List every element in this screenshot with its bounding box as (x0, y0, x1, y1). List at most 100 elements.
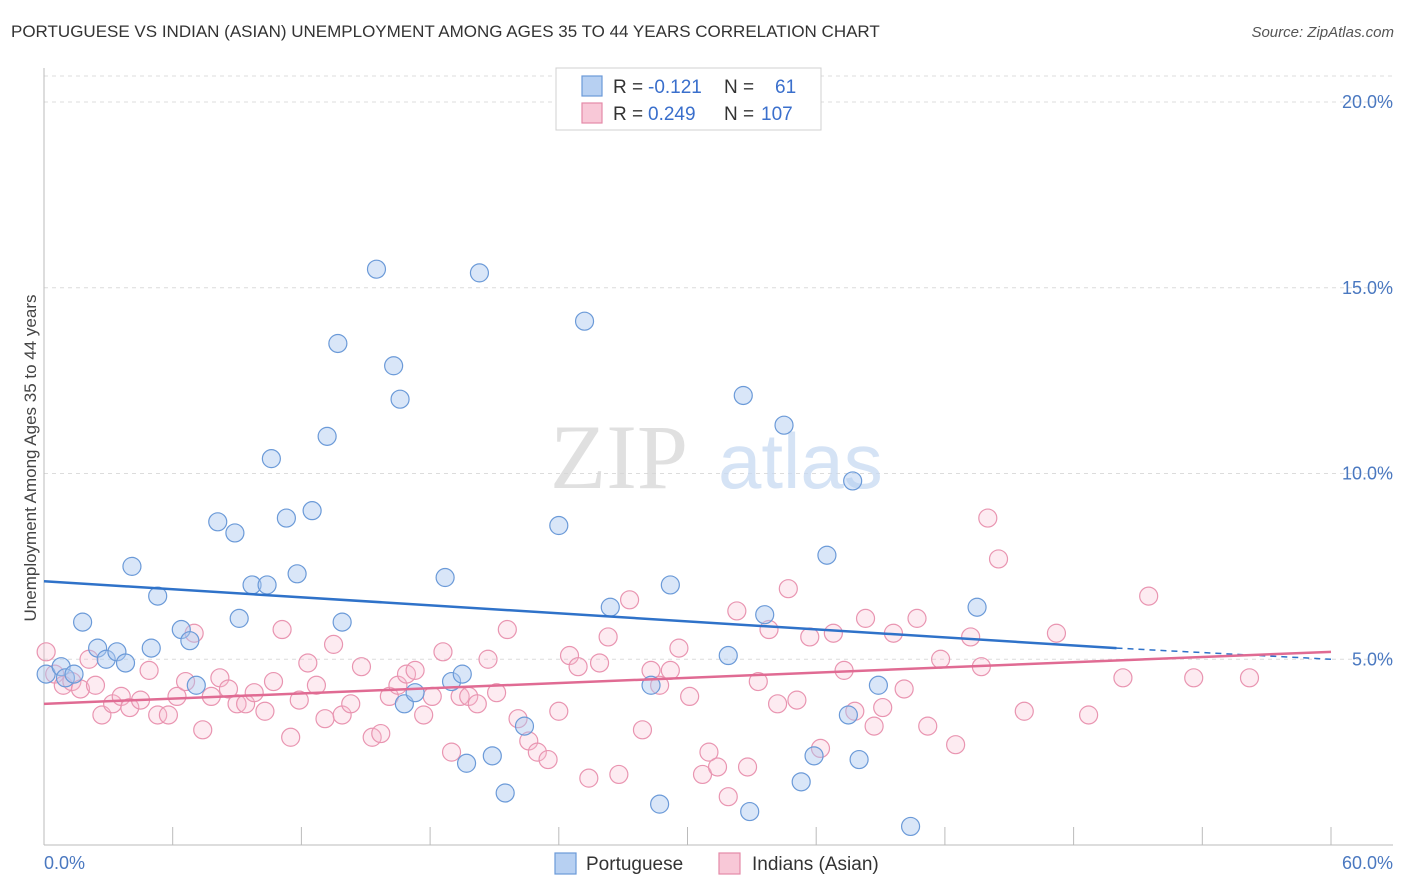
indians-point (315, 709, 335, 729)
legend-r-label-1: R = (613, 77, 643, 98)
portuguese-point (574, 311, 595, 331)
indians-point (218, 679, 239, 699)
indians-point (800, 627, 820, 647)
portuguese-point (384, 356, 404, 376)
indians-point (568, 657, 588, 677)
portuguese-point (64, 664, 84, 684)
portuguese-point (469, 263, 490, 283)
portuguese-point (122, 556, 142, 576)
portuguese-point (229, 608, 249, 628)
indians-point (707, 757, 728, 777)
portuguese-point (96, 649, 116, 669)
x-tick-label-min: 0.0% (44, 853, 85, 873)
portuguese-trend-line (43, 579, 1117, 650)
indians-point (778, 579, 798, 599)
portuguese-point (405, 683, 425, 703)
indians-point (538, 749, 558, 770)
indians-point (598, 627, 618, 647)
trend-lines (43, 579, 1332, 706)
indians-point (1113, 668, 1133, 688)
y-tick-label: 10.0% (1342, 464, 1393, 484)
portuguese-point (332, 612, 352, 632)
portuguese-point (208, 512, 228, 532)
indians-point (787, 690, 807, 710)
grid-lines (44, 75, 1393, 660)
legend-n-value-2: 107 (761, 104, 793, 125)
bottom-legend-portuguese: Portuguese (586, 854, 683, 875)
indians-point (405, 660, 425, 680)
y-tick-label: 5.0% (1352, 649, 1393, 669)
indians-point (323, 634, 344, 654)
portuguese-point (641, 675, 661, 695)
indians-point (244, 683, 264, 703)
portuguese-point (967, 597, 987, 617)
portuguese-point (650, 794, 670, 814)
x-tick-label-max: 60.0% (1342, 853, 1393, 873)
indians-point (589, 653, 610, 673)
watermark: ZIP atlas (550, 406, 883, 508)
indians-point (341, 694, 361, 714)
indians-point (467, 694, 487, 714)
portuguese-point (660, 575, 680, 595)
indians-point (120, 697, 140, 718)
indians-point (148, 705, 168, 725)
legend-n-value-1: 61 (775, 77, 796, 98)
portuguese-point (186, 675, 206, 695)
legend-r-label-2: R = (613, 104, 643, 125)
portuguese-point (600, 597, 620, 617)
portuguese-point (328, 333, 348, 354)
portuguese-point (180, 631, 200, 651)
indians-point (978, 508, 998, 528)
portuguese-point (261, 449, 281, 469)
indians-point (371, 723, 391, 744)
indians-point (619, 590, 640, 610)
indians-point (737, 757, 758, 777)
portuguese-point (390, 389, 410, 409)
legend-r-value-2: 0.249 (648, 104, 696, 125)
y-axis-title: Unemployment Among Ages 35 to 44 years (21, 295, 40, 622)
portuguese-point (740, 801, 760, 822)
portuguese-point (276, 508, 296, 528)
indians-point (527, 742, 547, 762)
indians-point (823, 623, 843, 643)
portuguese-point (302, 501, 322, 521)
portuguese-point (456, 753, 477, 773)
indians-point (855, 608, 876, 628)
indians-point (961, 627, 981, 647)
indians-point (873, 697, 893, 718)
indians-point (1014, 701, 1034, 721)
portuguese-point (73, 612, 93, 632)
indians-point (414, 705, 434, 725)
legend-n-label-1: N = (724, 77, 754, 98)
portuguese-point (482, 746, 502, 766)
axes (43, 68, 1393, 846)
portuguese-trend-extension (1116, 647, 1332, 661)
indians-point (699, 742, 719, 762)
indians-point (167, 686, 187, 707)
portuguese-point (733, 385, 753, 406)
indians-point (680, 686, 700, 707)
indians-point (351, 657, 372, 677)
indians-point (85, 675, 106, 695)
portuguese-point (435, 567, 455, 588)
indians-point (255, 701, 275, 721)
indians-point (767, 694, 788, 714)
indians-point (263, 671, 284, 692)
indians-point (158, 705, 179, 725)
indians-point (306, 675, 327, 695)
indians-point (718, 787, 738, 807)
portuguese-point (257, 575, 277, 595)
indians-point (1139, 586, 1159, 606)
indians-point (660, 660, 680, 680)
portuguese-point (838, 705, 858, 725)
portuguese-point (817, 545, 837, 565)
indians-point (549, 701, 569, 721)
portuguese-point (791, 772, 811, 792)
indians-point (478, 649, 498, 669)
watermark-atlas: atlas (718, 417, 883, 505)
indians-point (1184, 668, 1204, 688)
indians-point (272, 619, 292, 640)
source-label: Source: ZipAtlas.com (1251, 24, 1394, 41)
indians-point (508, 709, 528, 729)
